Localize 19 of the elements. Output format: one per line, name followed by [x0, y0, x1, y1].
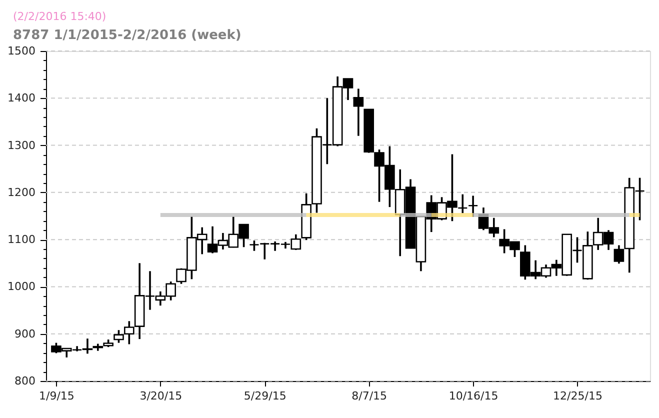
chart-title: 8787 1/1/2015-2/2/2016 (week): [13, 28, 242, 43]
y-tick-label: 1500: [8, 44, 36, 58]
y-tick-label: 1000: [8, 280, 36, 294]
chart-subtitle: (2/2/2016 15:40): [13, 10, 106, 23]
x-tick-label: 5/29/15: [244, 390, 286, 402]
candlestick: [457, 193, 468, 214]
y-tick-label: 1100: [8, 233, 36, 246]
x-tick-label: 8/7/15: [352, 390, 388, 402]
x-tick-label: 1/9/15: [39, 390, 74, 402]
x-tick-label: 10/16/15: [448, 390, 498, 402]
candlestick: [353, 88, 364, 137]
y-tick-label: 1300: [8, 138, 36, 152]
y-tick-label: 1200: [8, 186, 36, 199]
y-tick-label: 900: [14, 327, 36, 340]
y-tick-label: 1400: [8, 92, 36, 105]
x-tick-label: 3/20/15: [140, 390, 182, 402]
y-tick-label: 800: [14, 374, 36, 388]
candlestick: [614, 244, 624, 265]
x-tick-label: 12/25/15: [553, 390, 602, 402]
